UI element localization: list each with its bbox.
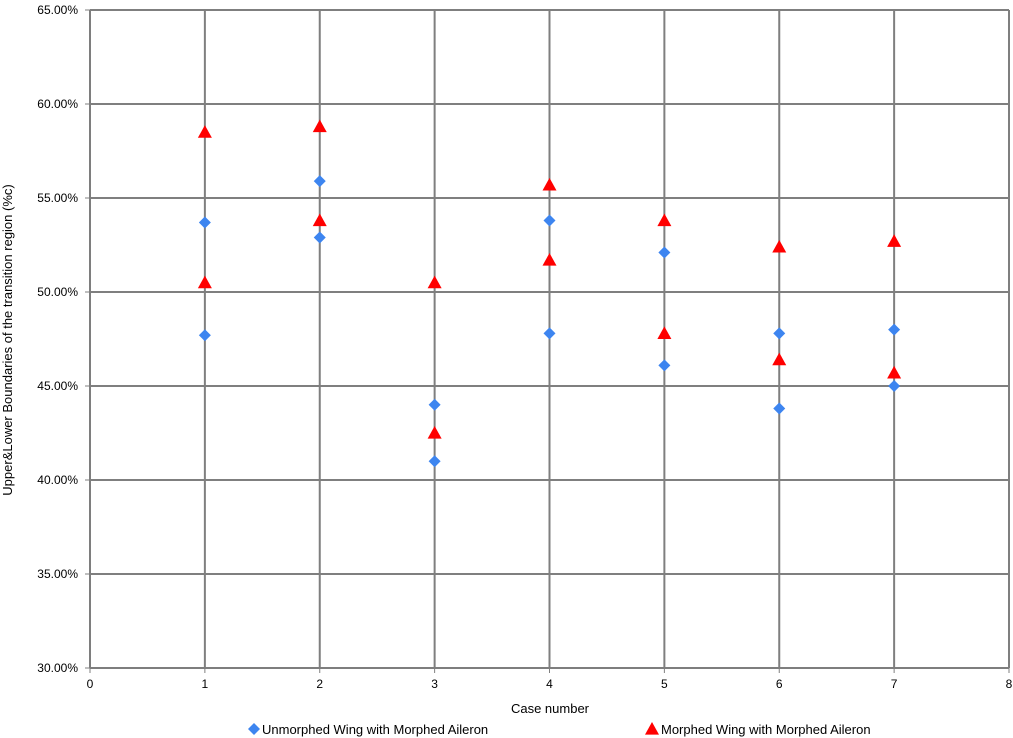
y-tick-label: 45.00%	[37, 379, 78, 393]
data-point-unmorphed	[313, 175, 326, 188]
x-tick-label: 7	[891, 677, 898, 691]
y-tick-label: 60.00%	[37, 97, 78, 111]
y-tick-label: 50.00%	[37, 285, 78, 299]
data-point-unmorphed	[773, 402, 786, 415]
data-point-morphed	[197, 125, 212, 138]
data-point-unmorphed	[888, 323, 901, 336]
data-point-morphed	[542, 253, 557, 266]
data-point-unmorphed	[198, 216, 211, 229]
legend-item-unmorphed: Unmorphed Wing with Morphed Aileron	[248, 722, 488, 737]
data-point-morphed	[657, 213, 672, 227]
legend-marker-diamond	[248, 723, 260, 735]
x-tick-label: 5	[661, 677, 668, 691]
data-point-unmorphed	[198, 329, 211, 342]
data-point-unmorphed	[658, 359, 671, 372]
data-point-morphed	[772, 239, 787, 253]
data-point-unmorphed	[658, 246, 671, 259]
y-tick-label: 40.00%	[37, 473, 78, 487]
y-tick-label: 55.00%	[37, 191, 78, 205]
legend-item-morphed: Morphed Wing with Morphed Aileron	[645, 722, 871, 737]
data-point-unmorphed	[428, 398, 441, 411]
x-tick-labels: 0 1 2 3 4 5 6 7 8	[87, 677, 1013, 691]
y-tick-labels: 30.00% 35.00% 40.00% 45.00% 50.00% 55.00% 60.0…	[37, 3, 78, 675]
data-point-morphed	[887, 365, 902, 379]
data-point-unmorphed	[543, 327, 556, 340]
data-point-morphed	[657, 326, 672, 339]
y-tick-label: 30.00%	[37, 661, 78, 675]
data-point-unmorphed	[313, 231, 326, 244]
data-point-morphed	[197, 275, 212, 289]
data-point-morphed	[312, 119, 327, 133]
x-tick-label: 4	[546, 677, 553, 691]
y-tick-label: 35.00%	[37, 567, 78, 581]
data-point-unmorphed	[773, 327, 786, 340]
x-tick-label: 2	[316, 677, 323, 691]
axes	[85, 9, 1010, 673]
data-point-morphed	[772, 352, 787, 366]
legend-label-unmorphed: Unmorphed Wing with Morphed Aileron	[262, 722, 488, 737]
data-point-morphed	[427, 426, 442, 439]
data-point-morphed	[427, 275, 442, 289]
legend: Unmorphed Wing with Morphed Aileron Morp…	[248, 722, 871, 737]
x-tick-label: 1	[202, 677, 209, 691]
x-axis-title: Case number	[511, 701, 590, 716]
x-tick-label: 8	[1006, 677, 1013, 691]
legend-label-morphed: Morphed Wing with Morphed Aileron	[661, 722, 871, 737]
y-axis-title: Upper&Lower Boundaries of the transition…	[0, 184, 15, 495]
data-point-morphed	[312, 213, 327, 227]
data-point-unmorphed	[543, 214, 556, 227]
x-tick-label: 0	[87, 677, 94, 691]
y-tick-label: 65.00%	[37, 3, 78, 17]
data-point-unmorphed	[888, 380, 901, 392]
data-point-morphed	[542, 177, 557, 191]
data-points	[197, 119, 902, 468]
x-tick-label: 6	[776, 677, 783, 691]
data-point-unmorphed	[428, 455, 441, 468]
data-point-morphed	[887, 234, 902, 247]
legend-marker-triangle	[645, 722, 659, 735]
x-tick-label: 3	[431, 677, 438, 691]
